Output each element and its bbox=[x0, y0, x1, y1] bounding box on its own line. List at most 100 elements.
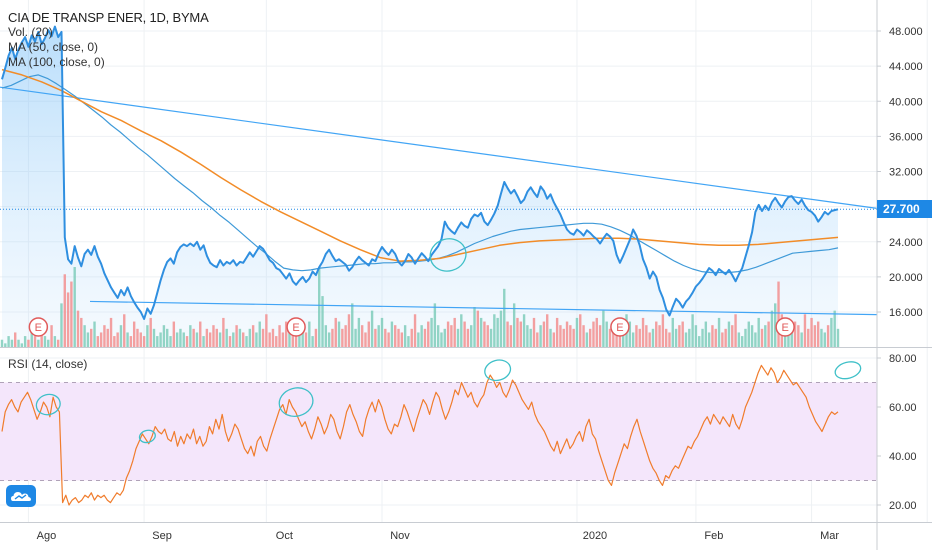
volume-bar bbox=[807, 328, 810, 347]
volume-bar bbox=[301, 325, 304, 347]
earnings-marker-label: E bbox=[35, 322, 42, 334]
volume-bar bbox=[265, 314, 268, 347]
volume-bar bbox=[645, 325, 648, 347]
volume-bar bbox=[648, 332, 651, 347]
annotation-circle bbox=[834, 361, 862, 380]
price-tick-label: 24.000 bbox=[889, 237, 923, 249]
volume-bar bbox=[189, 325, 192, 347]
volume-bar bbox=[116, 332, 119, 347]
volume-bar bbox=[717, 317, 721, 347]
volume-bar bbox=[93, 321, 96, 347]
lower-trendline bbox=[89, 300, 878, 316]
volume-bar bbox=[813, 325, 817, 347]
volume-bar bbox=[582, 325, 585, 347]
volume-bar bbox=[159, 332, 162, 347]
earnings-marker-label: E bbox=[616, 322, 623, 334]
volume-bar bbox=[169, 336, 172, 347]
volume-bar bbox=[86, 332, 90, 347]
price-tick-label: 48.000 bbox=[889, 26, 923, 38]
volume-bar bbox=[288, 328, 291, 347]
volume-bar bbox=[701, 328, 704, 347]
volume-bar bbox=[225, 328, 228, 347]
volume-bar bbox=[271, 328, 275, 347]
volume-bar bbox=[152, 328, 156, 347]
volume-bar bbox=[56, 339, 60, 347]
volume-bar bbox=[37, 339, 40, 347]
volume-bar bbox=[278, 325, 281, 347]
time-tick-label: Oct bbox=[276, 530, 293, 542]
volume-bar bbox=[308, 321, 311, 347]
volume-bar bbox=[195, 332, 199, 347]
volume-bar bbox=[4, 343, 7, 347]
volume-bar bbox=[526, 325, 529, 347]
price-tick-label: 40.000 bbox=[889, 96, 923, 108]
volume-bar bbox=[354, 328, 357, 347]
volume-bar bbox=[275, 336, 278, 347]
volume-bar bbox=[664, 328, 668, 347]
rsi-tick-label: 40.00 bbox=[889, 451, 917, 463]
volume-bar bbox=[208, 332, 212, 347]
volume-bar bbox=[836, 328, 840, 347]
legend-ma100[interactable]: MA (100, close, 0) bbox=[8, 55, 105, 69]
volume-bar bbox=[512, 303, 516, 347]
volume-bar bbox=[298, 328, 301, 347]
volume-bar bbox=[552, 332, 556, 347]
volume-bar bbox=[575, 317, 579, 347]
volume-bar bbox=[258, 321, 261, 347]
earnings-marker-icon[interactable]: E bbox=[775, 317, 795, 337]
price-tick-label: 36.000 bbox=[889, 131, 923, 143]
volume-bar bbox=[407, 336, 410, 347]
volume-bar bbox=[327, 332, 331, 347]
earnings-marker-icon[interactable]: E bbox=[28, 317, 49, 337]
tick-labels: 16.00020.00024.00028.00032.00036.00040.0… bbox=[37, 26, 923, 542]
volume-bar bbox=[579, 314, 582, 347]
volume-bar bbox=[569, 325, 572, 347]
volume-bar bbox=[63, 274, 66, 347]
volume-bar bbox=[390, 321, 394, 347]
volume-bar bbox=[175, 332, 179, 347]
volume-bar bbox=[76, 310, 80, 347]
volume-bar bbox=[493, 314, 496, 347]
volume-bar bbox=[767, 321, 770, 347]
volume-bar bbox=[156, 336, 159, 347]
rsi-band bbox=[0, 382, 877, 481]
time-tick-label: Ago bbox=[37, 530, 57, 542]
volume-bar bbox=[251, 325, 255, 347]
volume-bar bbox=[816, 321, 820, 347]
legend-ma50[interactable]: MA (50, close, 0) bbox=[8, 40, 99, 54]
volume-bar bbox=[400, 332, 404, 347]
volume-bar bbox=[810, 317, 813, 347]
volume-bar bbox=[522, 314, 526, 347]
volume-bar bbox=[744, 328, 747, 347]
volume-bar bbox=[126, 332, 129, 347]
legend-vol[interactable]: Vol. (20) bbox=[8, 25, 53, 39]
volume-bar bbox=[678, 325, 681, 347]
earnings-marker-icon[interactable]: E bbox=[610, 317, 630, 337]
volume-bar bbox=[704, 321, 708, 347]
volume-bar bbox=[631, 332, 635, 347]
trendlines bbox=[0, 86, 878, 316]
price-tick-label: 16.000 bbox=[889, 307, 923, 319]
volume-bar bbox=[595, 317, 598, 347]
volume-bar bbox=[572, 328, 575, 347]
volume-bar bbox=[162, 325, 166, 347]
time-tick-label: Nov bbox=[390, 530, 410, 542]
tradingview-cloud-icon[interactable] bbox=[6, 485, 36, 507]
volume-bar bbox=[23, 336, 27, 347]
volume-bar bbox=[430, 317, 433, 347]
volume-bar bbox=[622, 328, 625, 347]
volume-bar bbox=[724, 328, 727, 347]
volume-bar bbox=[242, 332, 245, 347]
volume-bar bbox=[0, 339, 4, 347]
volume-bar bbox=[17, 339, 20, 347]
volume-bar bbox=[132, 321, 136, 347]
legend-rsi[interactable]: RSI (14, close) bbox=[8, 357, 88, 371]
volume-bar bbox=[509, 325, 513, 347]
volume-bar bbox=[754, 332, 757, 347]
volume-bar bbox=[638, 328, 641, 347]
earnings-marker-icon[interactable]: E bbox=[286, 317, 306, 337]
volume-bar bbox=[539, 325, 542, 347]
volume-bar bbox=[466, 328, 470, 347]
